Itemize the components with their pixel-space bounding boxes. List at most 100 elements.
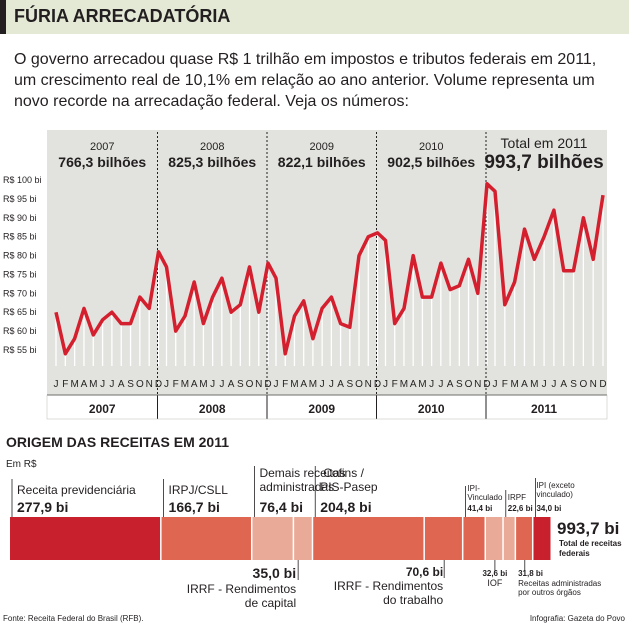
month-label: J [429, 379, 434, 390]
segment-value: 31,8 bi [518, 569, 543, 578]
month-label: M [290, 379, 298, 390]
segment-value: 41,4 bi [467, 504, 492, 513]
credit-note: Infografia: Gazeta do Povo [529, 614, 625, 623]
month-label: J [329, 379, 334, 390]
segment-value: 70,6 bi [406, 565, 443, 579]
month-label: N [365, 379, 372, 390]
segment-label-part: de capital [245, 596, 296, 610]
y-tick-label: R$ 95 bi [3, 194, 37, 204]
year-total-value: 825,3 bilhões [168, 154, 256, 170]
month-label: A [228, 379, 235, 390]
month-label: A [410, 379, 417, 390]
source-note: Fonte: Receita Federal do Brasil (RFB). [3, 614, 144, 623]
bar-segment [294, 517, 312, 560]
bar-segment [463, 517, 485, 560]
segment-label: IRPF [508, 493, 526, 502]
month-label: D [374, 379, 381, 390]
y-tick-label: R$ 90 bi [3, 213, 37, 223]
month-label: M [199, 379, 207, 390]
segment-value: 22,6 bi [508, 504, 533, 513]
segment-value: 204,8 bi [320, 499, 371, 515]
y-tick-label: R$ 85 bi [3, 232, 37, 242]
bar-segment [161, 517, 251, 560]
month-label: J [109, 379, 114, 390]
month-label: O [246, 379, 254, 390]
year-total-caption: Total em 2011 [501, 135, 588, 151]
month-label: A [191, 379, 198, 390]
month-label: M [70, 379, 78, 390]
month-label: F [502, 379, 508, 390]
month-label: F [392, 379, 398, 390]
segment-label-part: vinculado) [536, 490, 573, 499]
revenue-series-line [54, 182, 605, 356]
segment-label-part: IPI- [467, 484, 480, 493]
month-label: J [164, 379, 169, 390]
month-label: J [438, 379, 443, 390]
segment-label: IOF [487, 578, 503, 588]
year-caption: 2007 [90, 141, 114, 153]
year-band-box [46, 394, 608, 420]
bar-segment [503, 517, 515, 560]
month-label: D [483, 379, 490, 390]
year-axis-label: 2008 [199, 402, 226, 416]
bar-segment [516, 517, 532, 560]
lead-paragraph: O governo arrecadou quase R$ 1 trilhão e… [14, 51, 597, 110]
segment-label-part: Receitas administradas [518, 579, 601, 588]
year-axis-label: 2010 [418, 402, 445, 416]
month-label: F [62, 379, 68, 390]
month-label: A [447, 379, 454, 390]
month-label: J [219, 379, 224, 390]
page-title: FÚRIA ARRECADATÓRIA [14, 6, 231, 26]
segment-label-part: Cofins / [323, 466, 364, 480]
segment-value: 277,9 bi [17, 499, 68, 515]
bar-segment [533, 517, 551, 560]
month-label: M [530, 379, 538, 390]
month-label: A [560, 379, 567, 390]
month-label: N [590, 379, 597, 390]
month-label: N [474, 379, 481, 390]
y-tick-label: R$ 80 bi [3, 251, 37, 261]
month-label: J [210, 379, 215, 390]
y-tick-label: R$ 55 bi [3, 345, 37, 355]
segment-value: 34,0 bi [536, 504, 561, 513]
year-total-value: 902,5 bilhões [387, 154, 475, 170]
segment-label-part: PIS-Pasep [320, 480, 378, 494]
year-total-value: 993,7 bilhões [484, 152, 603, 173]
month-label: M [510, 379, 518, 390]
y-tick-label: R$ 75 bi [3, 269, 37, 279]
segment-value: 76,4 bi [259, 499, 303, 515]
year-axis-label: 2011 [531, 402, 557, 416]
month-label: M [418, 379, 426, 390]
month-label: A [118, 379, 125, 390]
month-label: D [599, 379, 606, 390]
month-label: J [100, 379, 105, 390]
revenue-origin-bar-chart: ORIGEM DAS RECEITAS EM 2011 Em R$ Receita … [6, 434, 622, 610]
month-label: D [264, 379, 271, 390]
month-label: J [493, 379, 498, 390]
month-label: S [127, 379, 134, 390]
month-label: A [81, 379, 88, 390]
year-total-value: 822,1 bilhões [278, 154, 366, 170]
month-label: F [173, 379, 179, 390]
segment-label-part: IRRF - Rendimentos [187, 582, 296, 596]
month-label: J [551, 379, 556, 390]
segment-label-part: IRRF - Rendimentos [334, 579, 443, 593]
bar-segment [424, 517, 462, 560]
segment-label-part: Demais receitas [259, 466, 345, 480]
month-label: S [456, 379, 463, 390]
month-label: A [300, 379, 307, 390]
y-tick-label: R$ 65 bi [3, 307, 37, 317]
segment-value: 35,0 bi [253, 565, 297, 581]
month-label: J [320, 379, 325, 390]
total-label-line: federais [559, 549, 590, 558]
month-label: A [337, 379, 344, 390]
monthly-revenue-line-chart: R$ 100 bi R$ 95 bi R$ 90 bi R$ 85 bi R$ 80 b… [3, 130, 608, 420]
year-axis-label: 2009 [308, 402, 335, 416]
year-total-value: 766,3 bilhões [58, 154, 146, 170]
bar-segment [313, 517, 424, 560]
month-label: M [400, 379, 408, 390]
year-axis-label: 2007 [89, 402, 116, 416]
y-tick-label: R$ 100 bi [3, 175, 42, 185]
month-label: N [255, 379, 262, 390]
bar-segment [252, 517, 293, 560]
